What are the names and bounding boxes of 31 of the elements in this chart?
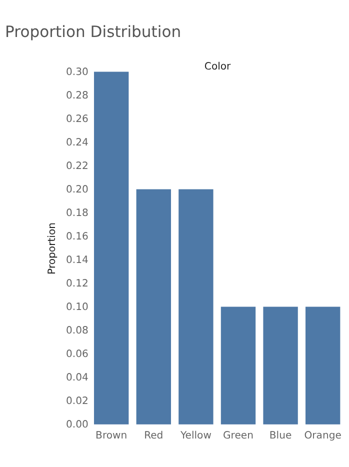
- y-tick-label: 0.28: [66, 90, 88, 102]
- y-tick-label: 0.00: [66, 420, 88, 431]
- x-tick-label: Yellow: [179, 430, 212, 442]
- y-tick-label: 0.24: [66, 137, 88, 148]
- x-tick-label: Green: [223, 430, 254, 442]
- y-tick-label: 0.16: [66, 231, 88, 242]
- chart-title: Proportion Distribution: [5, 22, 182, 41]
- y-tick-label: 0.02: [66, 396, 88, 408]
- y-axis-title: Proportion: [46, 222, 58, 274]
- x-tick-label: Red: [144, 430, 164, 442]
- y-tick-label: 0.18: [66, 208, 88, 219]
- y-tick-label: 0.08: [66, 326, 88, 337]
- bar: [136, 189, 171, 424]
- bar: [220, 306, 256, 424]
- y-tick-label: 0.12: [66, 278, 88, 290]
- bar: [94, 72, 129, 424]
- y-tick-label: 0.26: [66, 114, 88, 125]
- bar: [178, 189, 214, 424]
- bar: [263, 306, 298, 424]
- y-tick-label: 0.06: [66, 349, 88, 360]
- x-tick-label: Brown: [96, 430, 128, 442]
- y-tick-label: 0.30: [66, 66, 88, 78]
- y-tick-label: 0.04: [66, 372, 88, 384]
- x-tick-label: Blue: [269, 430, 292, 442]
- bar: [306, 306, 340, 424]
- y-tick-label: 0.14: [66, 254, 88, 266]
- y-tick-label: 0.20: [66, 184, 88, 196]
- x-axis-title: Color: [204, 61, 232, 72]
- y-tick-label: 0.10: [66, 302, 88, 314]
- y-tick-label: 0.22: [66, 160, 88, 172]
- x-tick-label: Orange: [304, 430, 342, 442]
